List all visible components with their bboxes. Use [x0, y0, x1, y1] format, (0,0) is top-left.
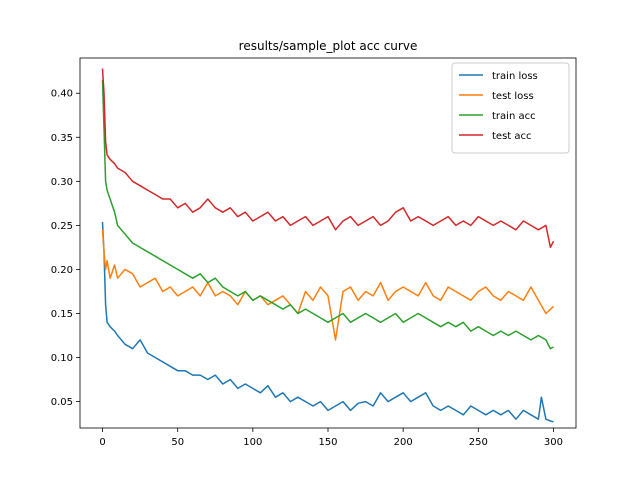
x-tick-label: 150: [318, 437, 337, 448]
y-tick-label: 0.35: [51, 133, 73, 144]
x-tick-label: 100: [243, 437, 262, 448]
y-tick-label: 0.40: [51, 89, 73, 100]
x-tick-label: 200: [394, 437, 413, 448]
y-tick-label: 0.15: [51, 309, 73, 320]
chart-title: results/sample_plot acc curve: [239, 39, 418, 53]
legend-label-train-loss: train loss: [492, 71, 538, 82]
legend: train loss test loss train acc test acc: [451, 62, 570, 154]
plot-lines: [101, 68, 555, 423]
x-tick-label: 300: [544, 437, 563, 448]
y-tick-label: 0.10: [51, 353, 73, 364]
legend-label-test-acc: test acc: [492, 131, 532, 142]
x-tick-label: 250: [469, 437, 488, 448]
y-tick-label: 0.30: [51, 177, 73, 188]
series-line-train-acc: [101, 79, 554, 350]
x-tick-label: 50: [171, 437, 184, 448]
legend-label-train-acc: train acc: [492, 111, 536, 122]
y-axis: 0.05 0.10 0.15 0.20 0.25 0.30 0.35 0.40: [51, 89, 80, 408]
legend-box: [451, 62, 570, 154]
y-tick-label: 0.25: [51, 221, 73, 232]
x-tick-label: 0: [99, 437, 105, 448]
series-line-train-loss: [101, 221, 554, 423]
series-line-test-acc: [101, 68, 555, 249]
y-tick-label: 0.05: [51, 397, 73, 408]
series-line-test-loss: [101, 229, 555, 341]
y-tick-label: 0.20: [51, 265, 73, 276]
x-axis: 0 50 100 150 200 250 300: [99, 428, 563, 448]
legend-label-test-loss: test loss: [492, 91, 534, 102]
